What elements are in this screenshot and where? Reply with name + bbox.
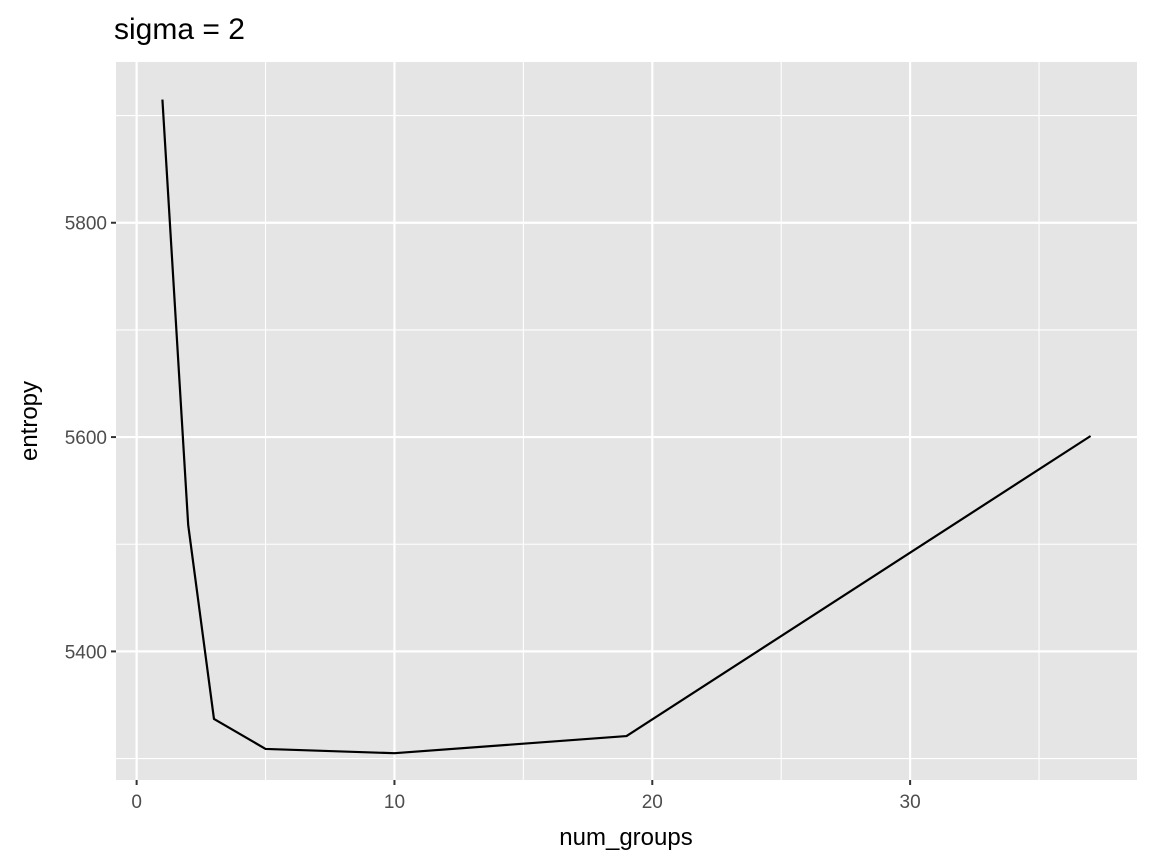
x-tick-label: 30 xyxy=(900,792,921,813)
minor-grid xyxy=(116,62,1137,780)
y-tick-label: 5800 xyxy=(65,214,107,235)
y-tick-label: 5400 xyxy=(65,642,107,663)
x-axis: 0 10 20 30 xyxy=(131,780,921,813)
x-tick-label: 10 xyxy=(384,792,405,813)
plot-panel xyxy=(116,62,1137,780)
x-axis-title: num_groups xyxy=(559,824,692,851)
y-axis: 5400 5600 5800 xyxy=(65,214,116,663)
y-tick-label: 5600 xyxy=(65,428,107,449)
series-line xyxy=(161,99,1092,755)
x-tick-label: 20 xyxy=(642,792,663,813)
chart-title: sigma = 2 xyxy=(114,13,245,46)
y-axis-title: entropy xyxy=(16,381,43,461)
major-grid xyxy=(116,62,1137,780)
x-tick-label: 0 xyxy=(131,792,142,813)
series-layer xyxy=(161,99,1092,755)
